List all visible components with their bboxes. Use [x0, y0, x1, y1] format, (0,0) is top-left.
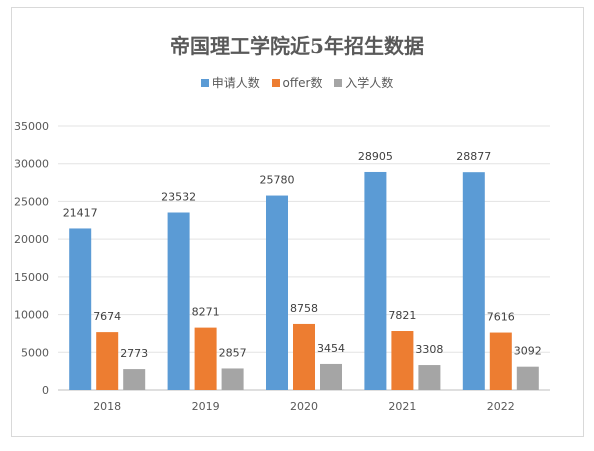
data-label: 7674 [93, 310, 121, 323]
y-tick-label: 15000 [14, 271, 49, 284]
legend-label-offers: offer数 [282, 76, 323, 90]
y-tick-label: 10000 [14, 309, 49, 322]
data-label: 2857 [219, 346, 247, 359]
y-tick-label: 25000 [14, 195, 49, 208]
legend-label-applications: 申请人数 [211, 76, 260, 90]
y-tick-label: 35000 [14, 120, 49, 133]
x-tick-label: 2021 [388, 400, 416, 413]
data-label: 28905 [358, 150, 393, 163]
x-tick-label: 2019 [192, 400, 220, 413]
legend-item-enrolled: 入学人数 [334, 74, 393, 91]
data-label: 25780 [260, 174, 295, 187]
data-label: 8758 [290, 302, 318, 315]
data-label: 28877 [456, 150, 491, 163]
y-tick-label: 30000 [14, 158, 49, 171]
bar [167, 212, 190, 390]
bar [69, 228, 92, 390]
data-label: 3092 [514, 345, 542, 358]
bar [293, 323, 315, 390]
legend-item-applications: 申请人数 [200, 74, 260, 91]
bar [266, 195, 288, 390]
data-label: 8271 [192, 306, 220, 319]
bar [123, 369, 146, 390]
bar [489, 332, 512, 390]
data-label: 21417 [63, 206, 98, 219]
y-tick-label: 0 [42, 384, 49, 397]
x-tick-label: 2022 [487, 400, 515, 413]
chart-title: 帝国理工学院近5年招生数据 [170, 34, 424, 58]
bar [462, 172, 485, 390]
data-label: 7616 [487, 311, 515, 324]
legend-swatch-offers [271, 79, 280, 87]
legend-item-offers: offer数 [271, 74, 323, 91]
bar [418, 365, 441, 390]
x-tick-label: 2018 [93, 400, 121, 413]
data-label: 3308 [415, 343, 443, 356]
data-label: 7821 [388, 309, 416, 322]
bar [364, 171, 387, 390]
bar [320, 363, 342, 390]
data-label: 2773 [120, 347, 148, 360]
y-tick-label: 20000 [14, 233, 49, 246]
bar [96, 332, 119, 390]
legend-swatch-applications [200, 79, 209, 87]
bar [221, 368, 244, 390]
legend-label-enrolled: 入学人数 [345, 76, 394, 90]
data-label: 3454 [317, 342, 345, 355]
bar [516, 366, 539, 390]
data-label: 23532 [161, 191, 196, 204]
y-tick-label: 5000 [21, 346, 49, 359]
bar [391, 331, 414, 390]
chart-legend: 申请人数 offer数 入学人数 [0, 74, 594, 91]
x-tick-label: 2020 [290, 400, 318, 413]
legend-swatch-enrolled [334, 79, 343, 87]
bar [194, 327, 217, 390]
